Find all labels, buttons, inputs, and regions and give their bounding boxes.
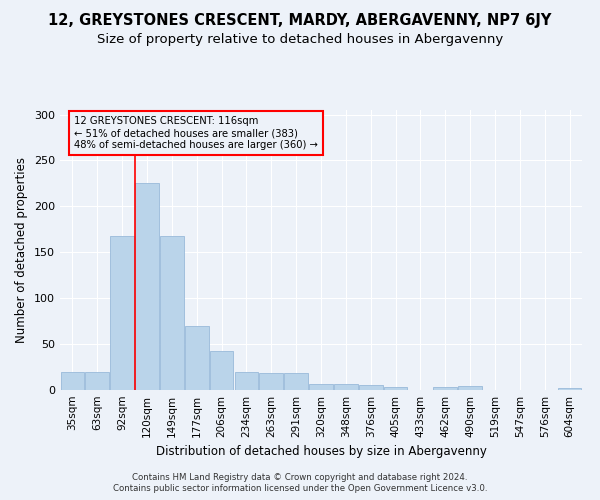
Bar <box>458 386 482 390</box>
Text: 12 GREYSTONES CRESCENT: 116sqm
← 51% of detached houses are smaller (383)
48% of: 12 GREYSTONES CRESCENT: 116sqm ← 51% of … <box>74 116 317 150</box>
Bar <box>259 374 283 390</box>
Bar <box>110 236 134 390</box>
Bar <box>309 384 333 390</box>
Text: Contains HM Land Registry data © Crown copyright and database right 2024.: Contains HM Land Registry data © Crown c… <box>132 472 468 482</box>
Bar <box>384 387 407 390</box>
Y-axis label: Number of detached properties: Number of detached properties <box>16 157 28 343</box>
Bar <box>210 350 233 390</box>
Text: Contains public sector information licensed under the Open Government Licence v3: Contains public sector information licen… <box>113 484 487 493</box>
Bar <box>61 372 84 390</box>
Bar <box>433 387 457 390</box>
Text: Size of property relative to detached houses in Abergavenny: Size of property relative to detached ho… <box>97 32 503 46</box>
Bar <box>359 386 383 390</box>
Bar <box>135 182 159 390</box>
Bar <box>85 372 109 390</box>
Bar <box>284 374 308 390</box>
Bar <box>558 388 581 390</box>
Bar <box>160 236 184 390</box>
Bar <box>334 384 358 390</box>
X-axis label: Distribution of detached houses by size in Abergavenny: Distribution of detached houses by size … <box>155 446 487 458</box>
Text: 12, GREYSTONES CRESCENT, MARDY, ABERGAVENNY, NP7 6JY: 12, GREYSTONES CRESCENT, MARDY, ABERGAVE… <box>49 12 551 28</box>
Bar <box>235 372 258 390</box>
Bar <box>185 326 209 390</box>
